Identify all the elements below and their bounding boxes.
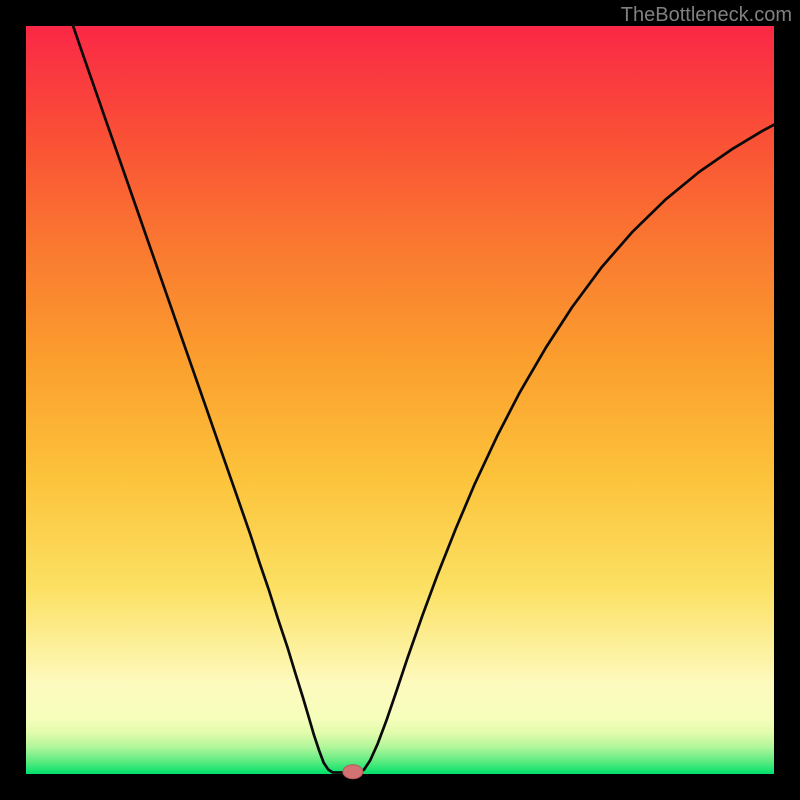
bottleneck-chart — [0, 0, 800, 800]
optimal-point-marker — [343, 765, 363, 779]
watermark-text: TheBottleneck.com — [621, 4, 792, 27]
chart-plot-area — [26, 26, 774, 774]
